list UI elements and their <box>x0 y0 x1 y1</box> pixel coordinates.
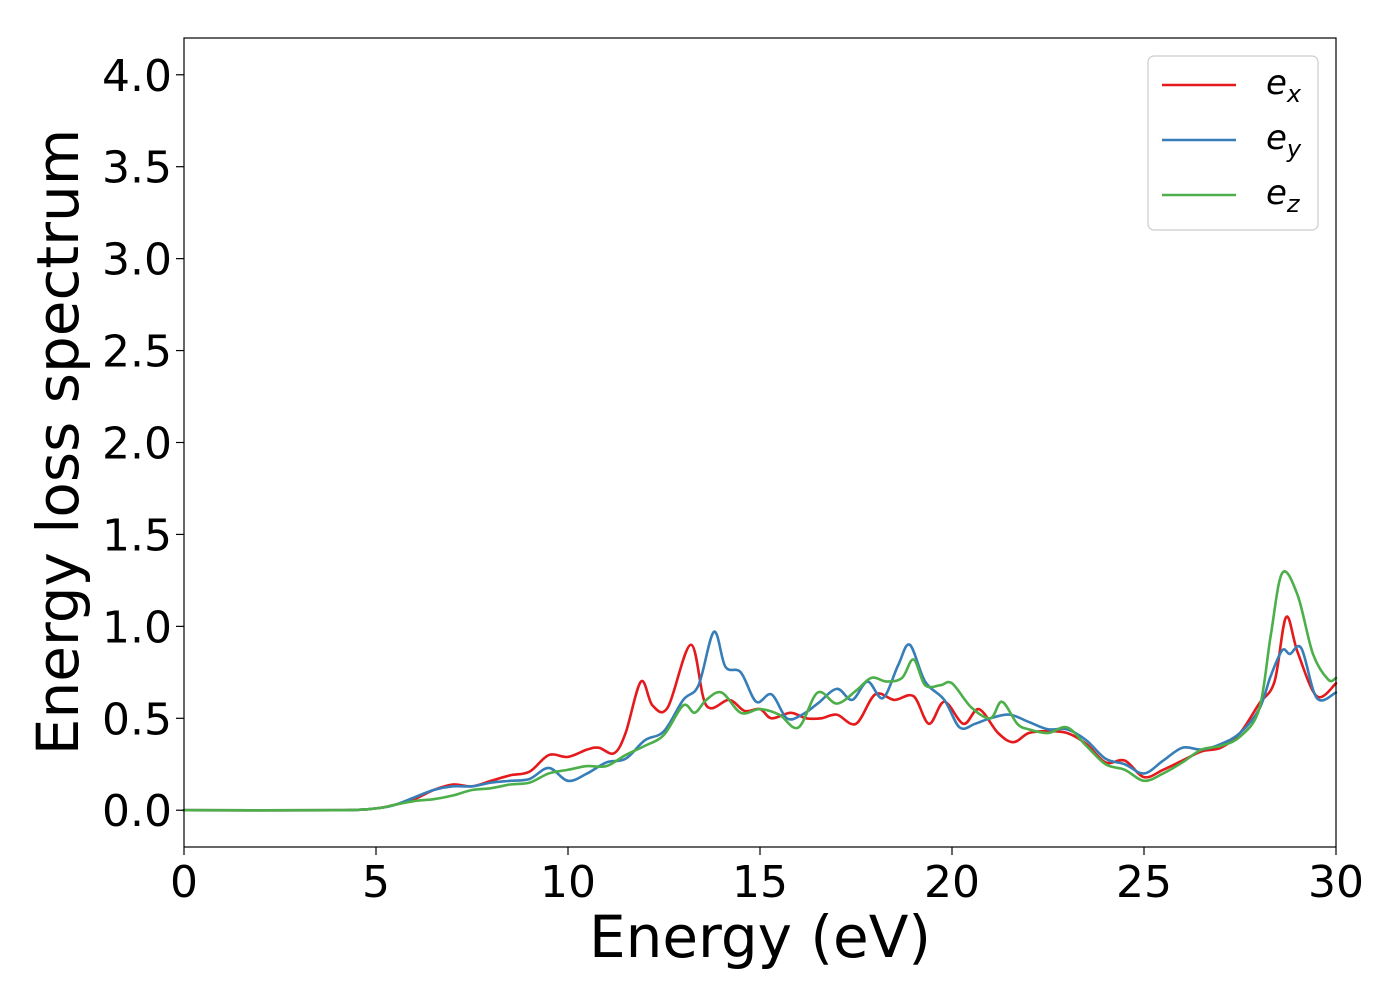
legend-label-subscript: z <box>1286 190 1301 218</box>
x-tick-label: 25 <box>1116 857 1172 908</box>
y-tick-label: 2.0 <box>102 419 172 470</box>
legend-label-base: e <box>1266 63 1287 103</box>
x-tick-label: 20 <box>924 857 980 908</box>
x-tick-label: 5 <box>362 857 390 908</box>
y-tick-label: 3.0 <box>102 235 172 286</box>
legend-label-base: e <box>1266 173 1287 213</box>
legend-label-x: ex <box>1266 63 1302 108</box>
legend-label-z: ez <box>1266 173 1301 218</box>
plot-area-background <box>184 38 1336 847</box>
legend-label-y: ey <box>1266 118 1302 163</box>
x-tick-label: 0 <box>170 857 198 908</box>
series-line-z <box>182 570 1338 812</box>
legend-label-base: e <box>1266 118 1287 158</box>
legend-label-subscript: x <box>1286 80 1302 108</box>
series-lines <box>182 570 1338 812</box>
y-tick-label: 4.0 <box>102 51 172 102</box>
series-line-y <box>182 630 1338 812</box>
series-line-x <box>182 615 1338 812</box>
x-axis-label: Energy (eV) <box>589 903 931 971</box>
x-tick-label: 15 <box>732 857 788 908</box>
x-tick-label: 30 <box>1308 857 1364 908</box>
y-tick-label: 2.5 <box>102 327 172 378</box>
x-axis-ticks: 0 5 10 15 20 25 30 <box>170 847 1364 908</box>
y-axis-ticks: 0.0 0.5 1.0 1.5 2.0 2.5 3.0 3.5 4.0 <box>102 51 184 837</box>
y-tick-label: 0.5 <box>102 694 172 745</box>
legend-box <box>1147 55 1319 231</box>
x-tick-label: 10 <box>540 857 596 908</box>
y-tick-label: 0.0 <box>102 786 172 837</box>
y-tick-label: 3.5 <box>102 143 172 194</box>
legend-label-subscript: y <box>1286 135 1302 163</box>
y-tick-label: 1.5 <box>102 510 172 561</box>
y-axis-label: Energy loss spectrum <box>24 129 92 755</box>
y-tick-label: 1.0 <box>102 602 172 653</box>
